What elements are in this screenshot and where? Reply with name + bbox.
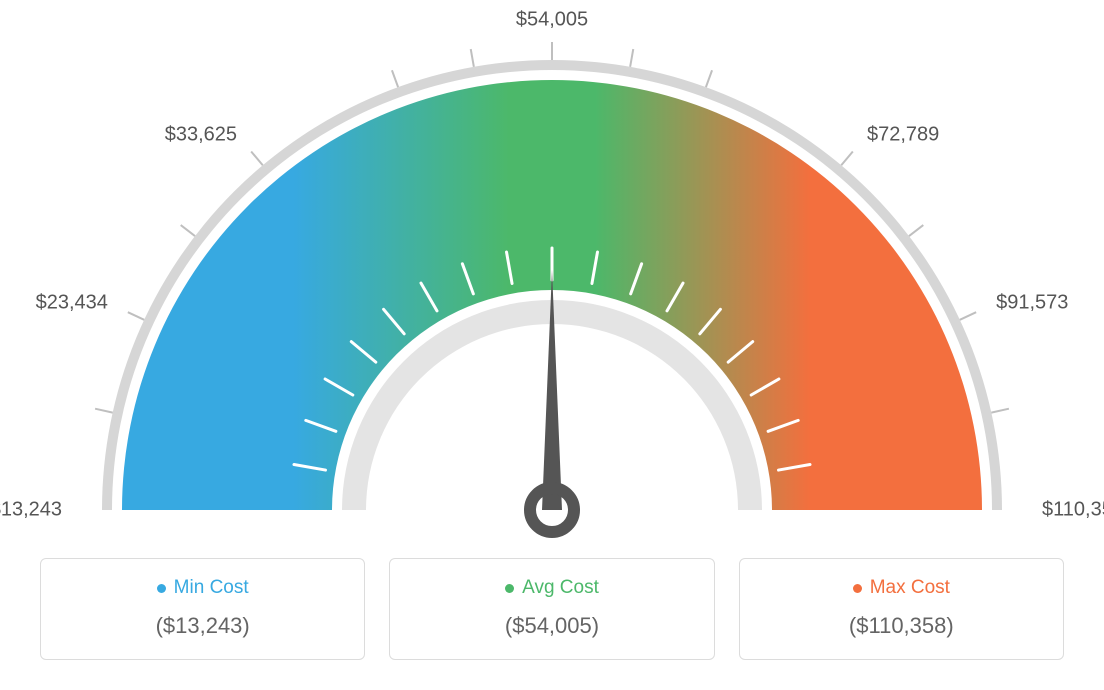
outer-tick xyxy=(128,312,144,320)
scale-label: $33,625 xyxy=(165,123,237,146)
scale-label: $54,005 xyxy=(516,9,588,32)
avg-cost-card: Avg Cost ($54,005) xyxy=(389,558,714,660)
outer-tick xyxy=(392,70,398,87)
card-label-row: Min Cost xyxy=(157,577,249,599)
card-label: Avg Cost xyxy=(522,577,599,599)
min-cost-card: Min Cost ($13,243) xyxy=(40,558,365,660)
card-label-row: Max Cost xyxy=(853,577,950,599)
gauge-chart: $13,243 $23,434 $33,625 $54,005 $72,789 $91,5… xyxy=(0,10,1104,550)
outer-tick xyxy=(630,49,633,67)
outer-tick xyxy=(181,225,195,236)
card-value: ($13,243) xyxy=(51,613,354,639)
max-cost-card: Max Cost ($110,358) xyxy=(739,558,1064,660)
outer-tick xyxy=(909,225,923,236)
outer-tick xyxy=(960,312,976,320)
scale-label: $23,434 xyxy=(36,291,108,314)
card-value: ($54,005) xyxy=(400,613,703,639)
outer-tick xyxy=(706,70,712,87)
scale-label: $91,573 xyxy=(996,291,1068,314)
legend-dot-icon xyxy=(505,584,514,593)
card-value: ($110,358) xyxy=(750,613,1053,639)
legend-dot-icon xyxy=(157,584,166,593)
outer-tick xyxy=(95,409,113,413)
legend-dot-icon xyxy=(853,584,862,593)
cost-gauge-container: $13,243 $23,434 $33,625 $54,005 $72,789 $91,5… xyxy=(0,0,1104,690)
outer-tick xyxy=(991,409,1009,413)
scale-label: $110,358 xyxy=(1042,499,1104,522)
summary-cards-row: Min Cost ($13,243) Avg Cost ($54,005) Max Co… xyxy=(40,558,1064,660)
card-label: Min Cost xyxy=(174,577,249,599)
scale-label: $72,789 xyxy=(867,123,939,146)
card-label-row: Avg Cost xyxy=(505,577,599,599)
outer-tick xyxy=(251,151,263,165)
card-label: Max Cost xyxy=(870,577,950,599)
outer-tick xyxy=(471,49,474,67)
scale-label: $13,243 xyxy=(0,499,62,522)
outer-tick xyxy=(841,151,853,165)
